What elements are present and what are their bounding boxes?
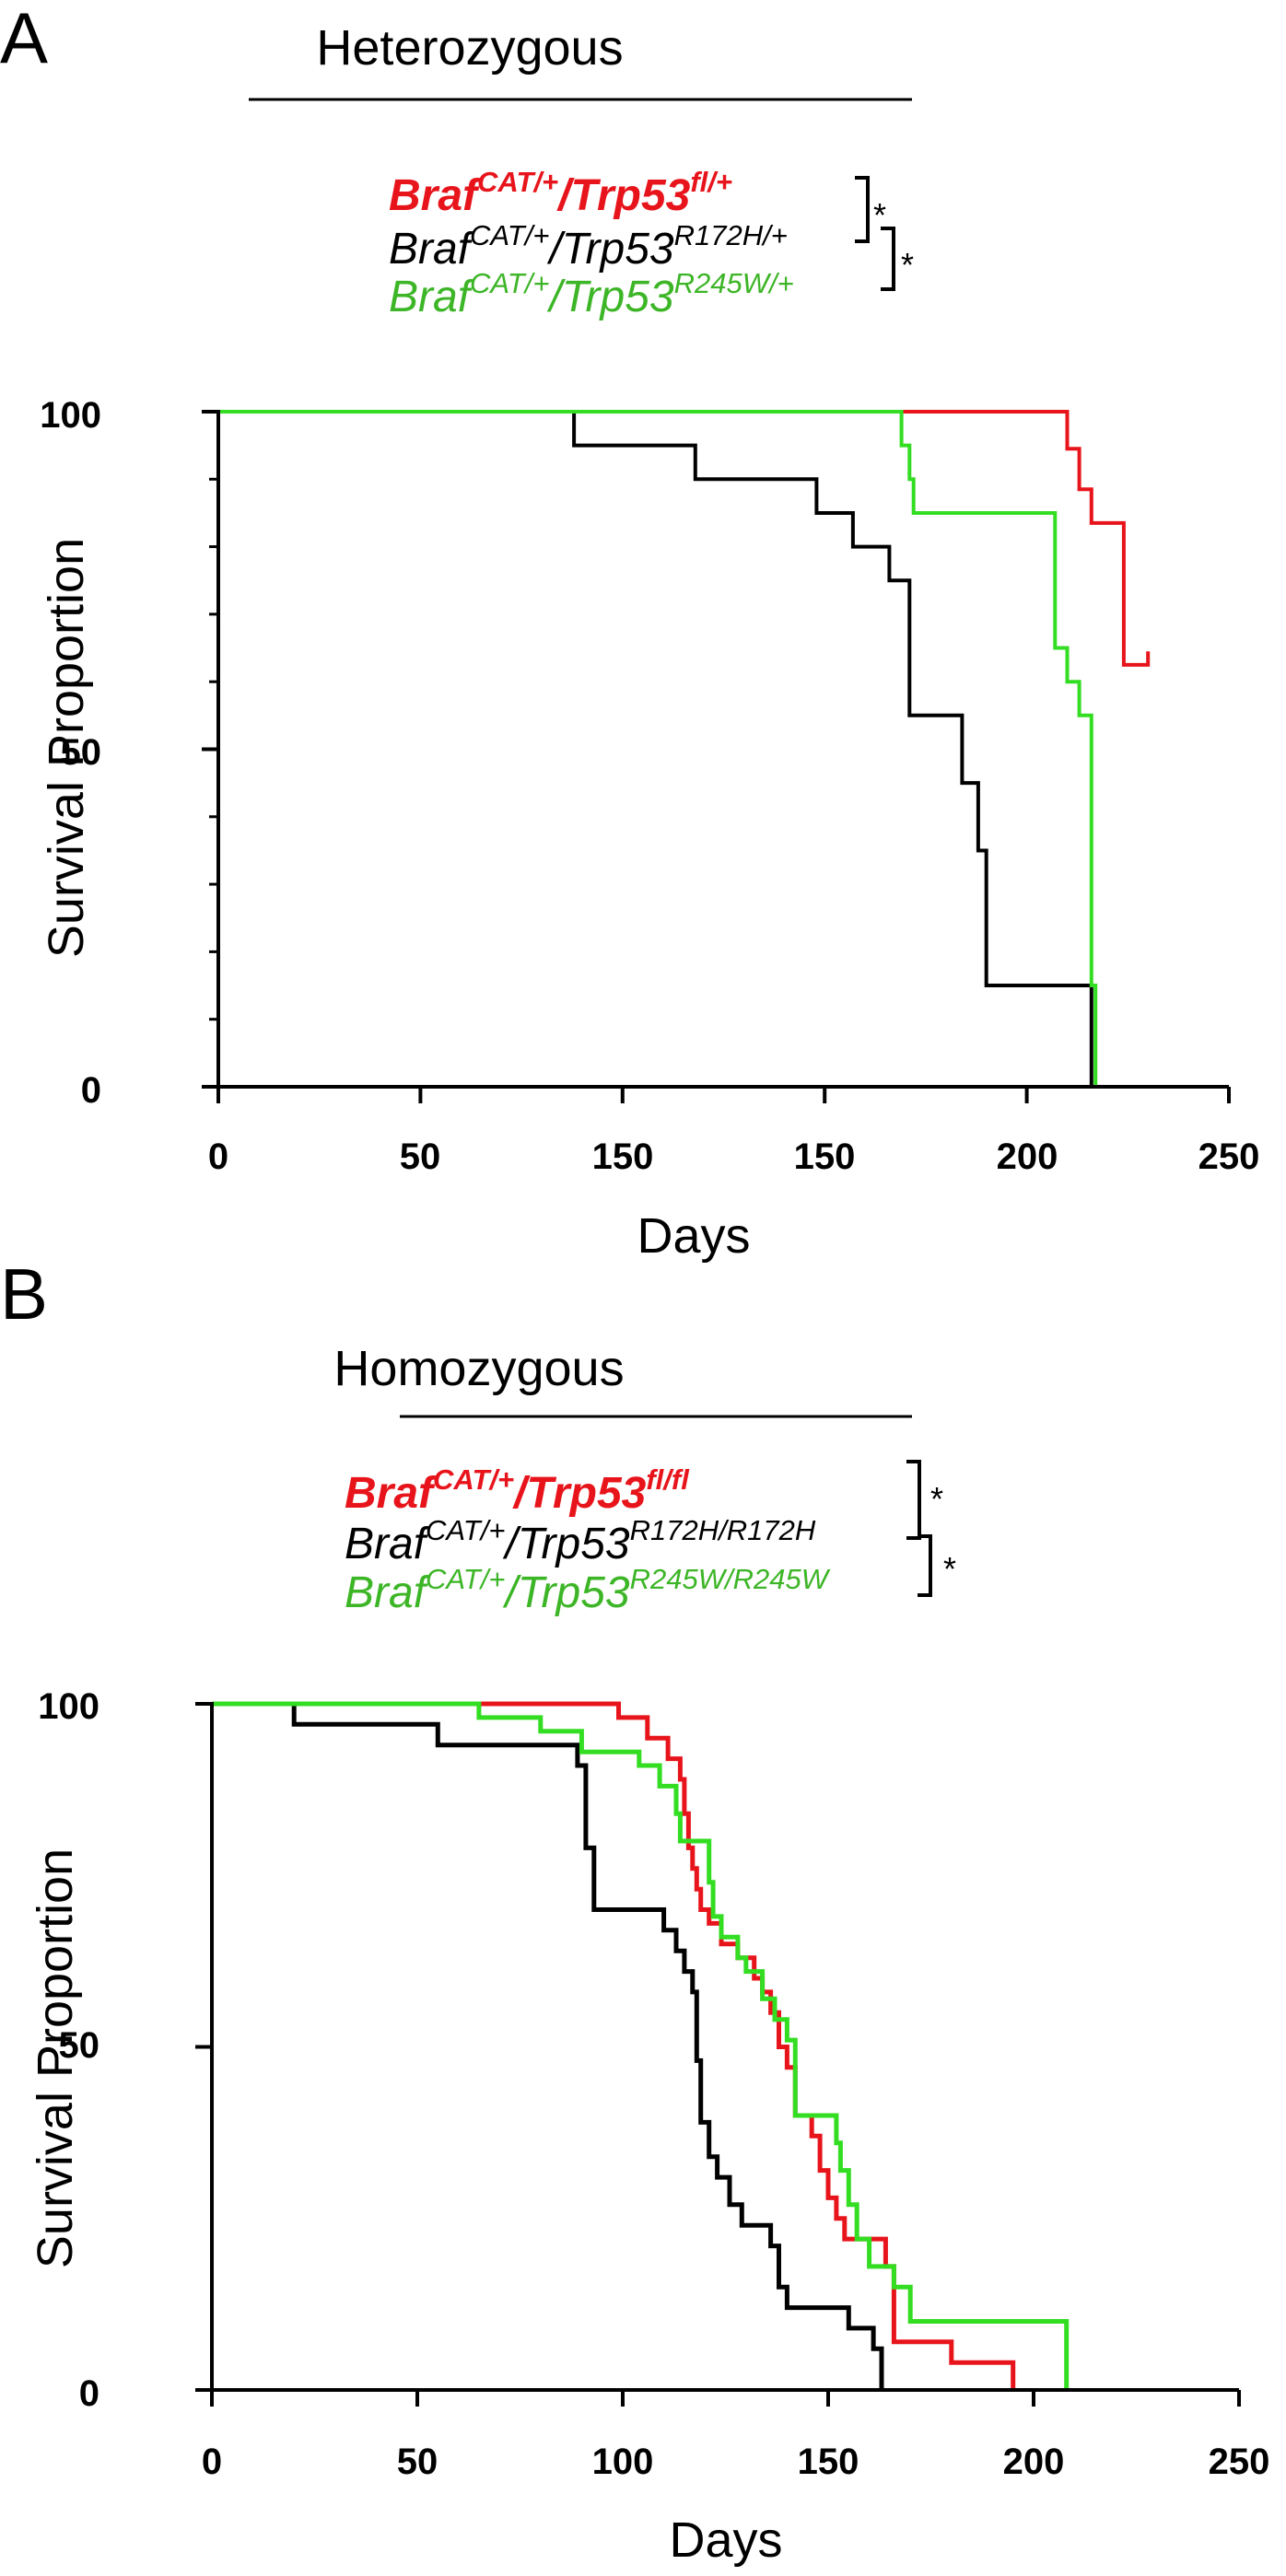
panel-a-x-axis-label: Days <box>637 1208 750 1264</box>
panel-b-significance-2: * <box>943 1550 956 1588</box>
panel-b-x-tick-label-250: 250 <box>1209 2442 1270 2482</box>
panel-a-legend-entry-2: BrafCAT/+/Trp53R172H/+ <box>389 219 788 274</box>
panel-b-x-tick-label-150: 150 <box>798 2442 859 2482</box>
panel-b-ticks <box>195 1702 1241 2407</box>
panel-b-x-tick-label-100: 100 <box>592 2442 654 2482</box>
panel-b-legend-entry-2: BrafCAT/+/Trp53R172H/R172H <box>345 1514 816 1568</box>
panel-a-x-tick-label-5: 200 <box>997 1136 1058 1177</box>
panel-a-x-tick-label-1: 0 <box>208 1136 228 1177</box>
panel-a-y-tick-label-50: 50 <box>61 732 102 773</box>
b-series-line-3 <box>212 1701 1070 2390</box>
panel-a-x-tick-label-4: 150 <box>794 1136 856 1177</box>
panel-a-y-tick-label-0: 0 <box>81 1070 101 1111</box>
panel-a-bracket-1 <box>855 176 870 243</box>
panel-a-title: Heterozygous <box>316 20 623 76</box>
panel-b-y-tick-label-100: 100 <box>38 1686 99 1727</box>
panel-b-y-axis-label: Survival Proportion <box>28 1848 83 2268</box>
panel-b-legend-entry-1: BrafCAT/+/Trp53fl/fl <box>345 1463 690 1518</box>
a-series-line-1 <box>218 410 1151 667</box>
panel-a-x-tick-label-3: 150 <box>592 1136 654 1177</box>
panel-b-x-axis-label: Days <box>669 2512 782 2568</box>
panel-a-legend: BrafCAT/+/Trp53fl/+ BrafCAT/+/Trp53R172H… <box>389 166 914 321</box>
panel-b-legend: BrafCAT/+/Trp53fl/fl BrafCAT/+/Trp53R172… <box>345 1460 956 1617</box>
panel-a-significance-1: * <box>873 196 886 234</box>
panel-b-x-tick-label-50: 50 <box>397 2442 438 2482</box>
panel-a-y-tick-labels: 0 50 100 <box>40 395 101 1111</box>
panel-a-x-tick-label-2: 50 <box>400 1136 441 1177</box>
panel-a-ticks <box>202 410 1231 1103</box>
panel-b-bracket-1 <box>906 1460 921 1540</box>
panel-a-x-tick-labels: 0 50 150 150 200 250 <box>208 1136 1260 1177</box>
panel-a-bracket-2 <box>881 227 895 291</box>
panel-b-x-tick-label-200: 200 <box>1003 2442 1065 2482</box>
panel-b-series-group <box>212 1701 1070 2390</box>
panel-a-plot: 0 50 100 0 50 150 150 200 250 Days Survi… <box>39 395 1259 1264</box>
b-series-line-2 <box>212 1701 884 2390</box>
panel-b-bracket-2 <box>918 1534 932 1597</box>
panel-a-y-axis-label: Survival Proportion <box>39 538 94 958</box>
panel-a-series-group <box>218 410 1151 1087</box>
panel-a-letter: A <box>0 0 48 78</box>
panel-a-legend-entry-1: BrafCAT/+/Trp53fl/+ <box>389 166 732 220</box>
panel-b-plot: 0 50 100 0 50 100 150 200 250 Days Survi… <box>28 1686 1269 2568</box>
panel-a-y-tick-label-100: 100 <box>40 395 101 436</box>
a-series-line-3 <box>218 410 1098 1087</box>
panel-b-legend-entry-3: BrafCAT/+/Trp53R245W/R245W <box>345 1563 831 1617</box>
panel-a-legend-entry-3: BrafCAT/+/Trp53R245W/+ <box>389 267 794 321</box>
panel-a-significance-2: * <box>901 246 914 284</box>
panel-b-letter: B <box>0 1253 48 1335</box>
panel-b-x-tick-label-0: 0 <box>202 2442 222 2482</box>
panel-a-x-tick-label-6: 250 <box>1198 1136 1260 1177</box>
panel-b-x-tick-labels: 0 50 100 150 200 250 <box>202 2442 1270 2482</box>
a-series-line-2 <box>218 410 1093 1087</box>
panel-b: B Homozygous BrafCAT/+/Trp53fl/fl BrafCA… <box>0 1253 1269 2568</box>
panel-a: A Heterozygous BrafCAT/+/Trp53fl/+ BrafC… <box>0 0 1259 1264</box>
panel-b-significance-1: * <box>930 1480 943 1518</box>
panel-b-y-tick-label-0: 0 <box>79 2373 99 2414</box>
panel-b-title: Homozygous <box>333 1341 624 1396</box>
panel-b-y-tick-label-50: 50 <box>59 2025 100 2066</box>
panel-b-y-tick-labels: 0 50 100 <box>38 1686 99 2414</box>
